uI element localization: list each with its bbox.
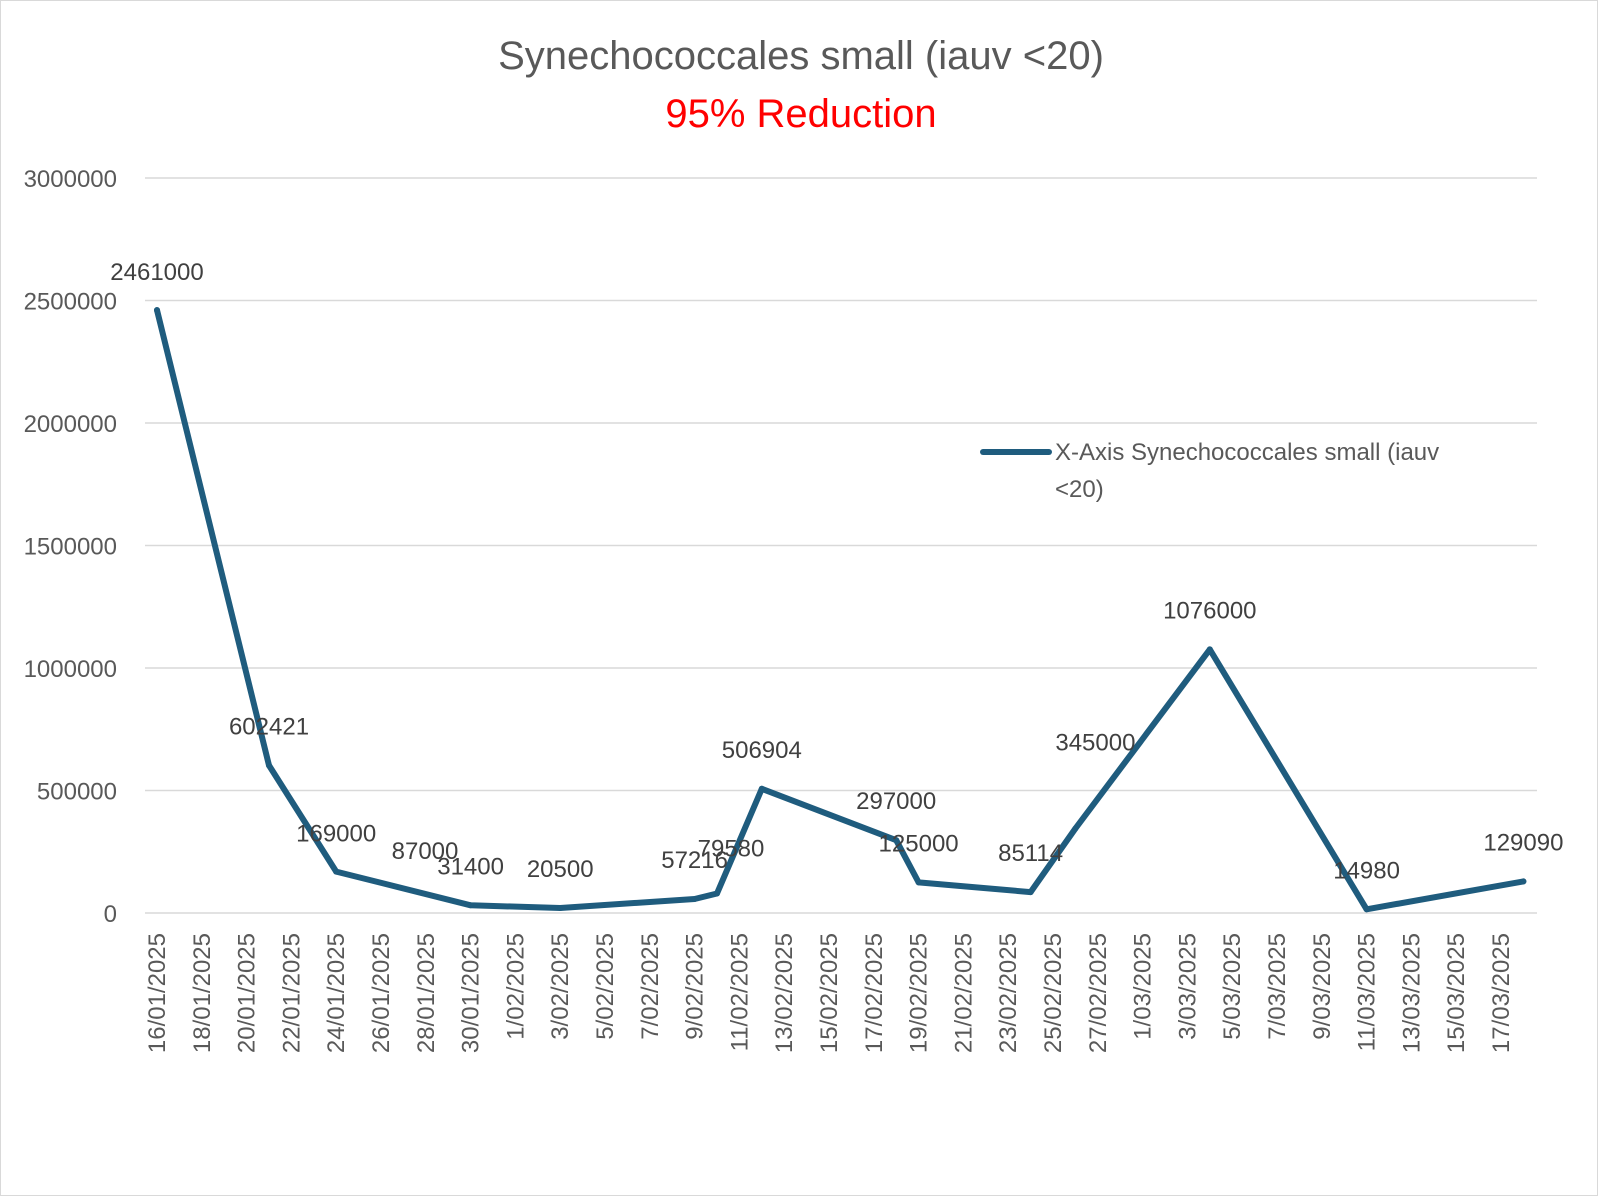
x-tick-label-13: 11/02/2025 (726, 933, 753, 1051)
x-tick-label-27: 11/03/2025 (1354, 933, 1381, 1051)
data-label-1: 602421 (229, 713, 309, 740)
data-label-9: 125000 (879, 830, 959, 857)
x-tick-label-29: 15/03/2025 (1443, 933, 1470, 1053)
data-label-extra-0: 87000 (392, 838, 459, 865)
x-tick-label-25: 7/03/2025 (1264, 933, 1291, 1040)
x-tick-label-6: 28/01/2025 (413, 933, 440, 1053)
x-tick-label-20: 25/02/2025 (1040, 933, 1067, 1053)
y-tick-label-3: 1500000 (24, 534, 117, 561)
x-tick-label-9: 3/02/2025 (547, 933, 574, 1040)
data-label-13: 14980 (1333, 857, 1400, 884)
gridlines (145, 177, 1537, 914)
x-tick-label-5: 26/01/2025 (368, 933, 395, 1053)
data-point-5 (691, 896, 698, 902)
x-tick-label-17: 19/02/2025 (906, 933, 933, 1053)
x-tick-label-22: 1/03/2025 (1130, 933, 1157, 1040)
x-tick-label-24: 5/03/2025 (1219, 933, 1246, 1040)
data-label-7: 506904 (722, 737, 802, 764)
y-axis-ticks: 0 500000 1000000 1500000 2000000 2500000 30000… (24, 166, 117, 928)
data-point-7 (758, 785, 765, 792)
x-tick-label-30: 17/03/2025 (1488, 933, 1515, 1053)
data-point-4 (557, 905, 564, 911)
x-tick-label-26: 9/03/2025 (1309, 933, 1336, 1040)
y-tick-label-1: 500000 (37, 779, 117, 806)
x-tick-label-8: 1/02/2025 (502, 933, 529, 1040)
data-label-10: 85114 (998, 840, 1063, 867)
series-line (154, 307, 1527, 913)
data-label-4: 20500 (527, 856, 594, 883)
legend-label-line-2: <20) (1055, 476, 1104, 503)
x-tick-label-16: 17/02/2025 (861, 933, 888, 1053)
chart-subtitle: 95% Reduction (665, 92, 936, 136)
x-axis-ticks: 16/01/2025 18/01/2025 20/01/2025 22/01/2025… (144, 933, 1515, 1053)
data-point-10 (1027, 889, 1034, 896)
x-tick-label-10: 5/02/2025 (592, 933, 619, 1040)
x-tick-label-15: 15/02/2025 (816, 933, 843, 1053)
data-point-3 (467, 902, 474, 909)
legend: X-Axis Synechococcales small (iauv <20) (980, 439, 1439, 503)
y-tick-label-0: 0 (104, 901, 117, 928)
data-point-12 (1206, 646, 1213, 653)
series-line-group (154, 307, 1527, 913)
data-label-12: 1076000 (1163, 597, 1256, 624)
data-point-8 (893, 837, 900, 844)
data-point-9 (915, 879, 922, 886)
data-point-14 (1520, 878, 1527, 885)
x-tick-label-4: 24/01/2025 (323, 933, 350, 1053)
data-point-6 (714, 890, 720, 897)
data-label-2: 169000 (296, 821, 376, 848)
data-point-11 (1072, 825, 1079, 832)
x-tick-label-7: 30/01/2025 (458, 933, 485, 1053)
x-tick-label-14: 13/02/2025 (771, 933, 798, 1053)
legend-label: X-Axis Synechococcales small (iauv <20) (1055, 439, 1439, 503)
data-label-6: 79580 (698, 836, 765, 863)
x-tick-label-11: 7/02/2025 (637, 933, 664, 1040)
data-label-14: 129090 (1483, 829, 1563, 856)
x-tick-label-1: 18/01/2025 (189, 933, 216, 1053)
x-tick-label-21: 27/02/2025 (1085, 933, 1112, 1053)
x-tick-label-12: 9/02/2025 (682, 933, 709, 1040)
data-label-3: 31400 (437, 853, 504, 880)
x-tick-label-23: 3/03/2025 (1174, 933, 1201, 1040)
y-tick-label-4: 2000000 (24, 411, 117, 438)
data-label-11: 345000 (1055, 730, 1135, 757)
y-tick-label-5: 2500000 (24, 289, 117, 316)
y-tick-label-6: 3000000 (24, 166, 117, 193)
data-point-2 (333, 868, 340, 875)
legend-label-line-1: X-Axis Synechococcales small (iauv (1055, 439, 1439, 466)
data-point-1 (266, 762, 272, 769)
chart-title: Synechococcales small (iauv <20) (498, 34, 1104, 78)
data-label-0: 2461000 (110, 259, 203, 286)
x-tick-label-0: 16/01/2025 (144, 933, 171, 1053)
x-tick-label-2: 20/01/2025 (234, 933, 261, 1053)
data-label-5: 57216 (661, 847, 728, 874)
data-label-8: 297000 (856, 788, 936, 815)
x-tick-label-18: 21/02/2025 (950, 933, 977, 1053)
y-tick-label-2: 1000000 (24, 656, 117, 683)
x-tick-label-28: 13/03/2025 (1398, 933, 1425, 1053)
x-tick-label-3: 22/01/2025 (278, 933, 305, 1053)
data-point-13 (1363, 906, 1370, 913)
x-tick-label-19: 23/02/2025 (995, 933, 1022, 1053)
data-point-0 (154, 307, 160, 314)
